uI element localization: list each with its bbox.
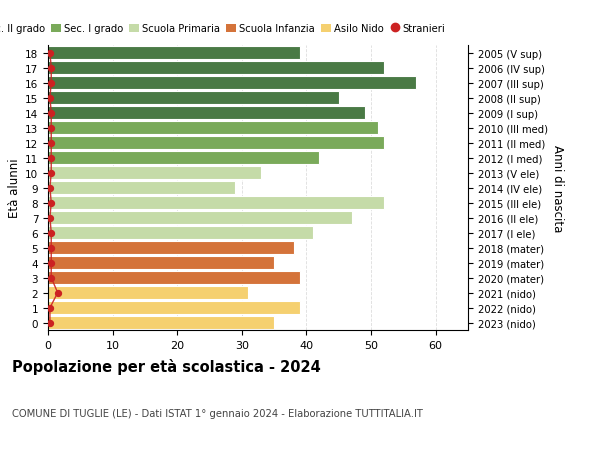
Point [45,214,55,222]
Bar [48,137,384,150]
Point [46,155,56,162]
Bar [48,196,384,210]
Bar [48,106,365,120]
Bar [48,92,339,105]
Bar [48,77,416,90]
Point [45,185,55,192]
Text: COMUNE DI TUGLIE (LE) - Dati ISTAT 1° gennaio 2024 - Elaborazione TUTTITALIA.IT: COMUNE DI TUGLIE (LE) - Dati ISTAT 1° ge… [12,409,423,419]
Point [46,245,56,252]
Point [46,110,56,117]
Point [46,124,56,132]
Point [46,65,56,72]
Point [46,200,56,207]
Bar [48,286,248,300]
Bar [48,167,261,180]
Text: Popolazione per età scolastica - 2024: Popolazione per età scolastica - 2024 [12,358,321,374]
Bar [48,241,293,255]
Bar [48,271,300,285]
Y-axis label: Anni di nascita: Anni di nascita [551,145,565,232]
Bar [48,227,313,240]
Point [46,140,56,147]
Legend: Sec. II grado, Sec. I grado, Scuola Primaria, Scuola Infanzia, Asilo Nido, Stran: Sec. II grado, Sec. I grado, Scuola Prim… [0,20,449,38]
Point [45,304,55,312]
Bar [48,316,274,330]
Bar [48,212,352,225]
Point [45,319,55,327]
Bar [48,47,300,60]
Bar [48,302,300,314]
Point [45,50,55,57]
Point [53,289,62,297]
Point [46,80,56,87]
Bar [48,122,377,135]
Point [46,230,56,237]
Bar [48,62,384,75]
Bar [48,182,235,195]
Point [45,95,55,102]
Point [46,259,56,267]
Point [46,169,56,177]
Y-axis label: Età alunni: Età alunni [8,158,21,218]
Bar [48,257,274,270]
Point [46,274,56,282]
Bar [48,151,319,165]
